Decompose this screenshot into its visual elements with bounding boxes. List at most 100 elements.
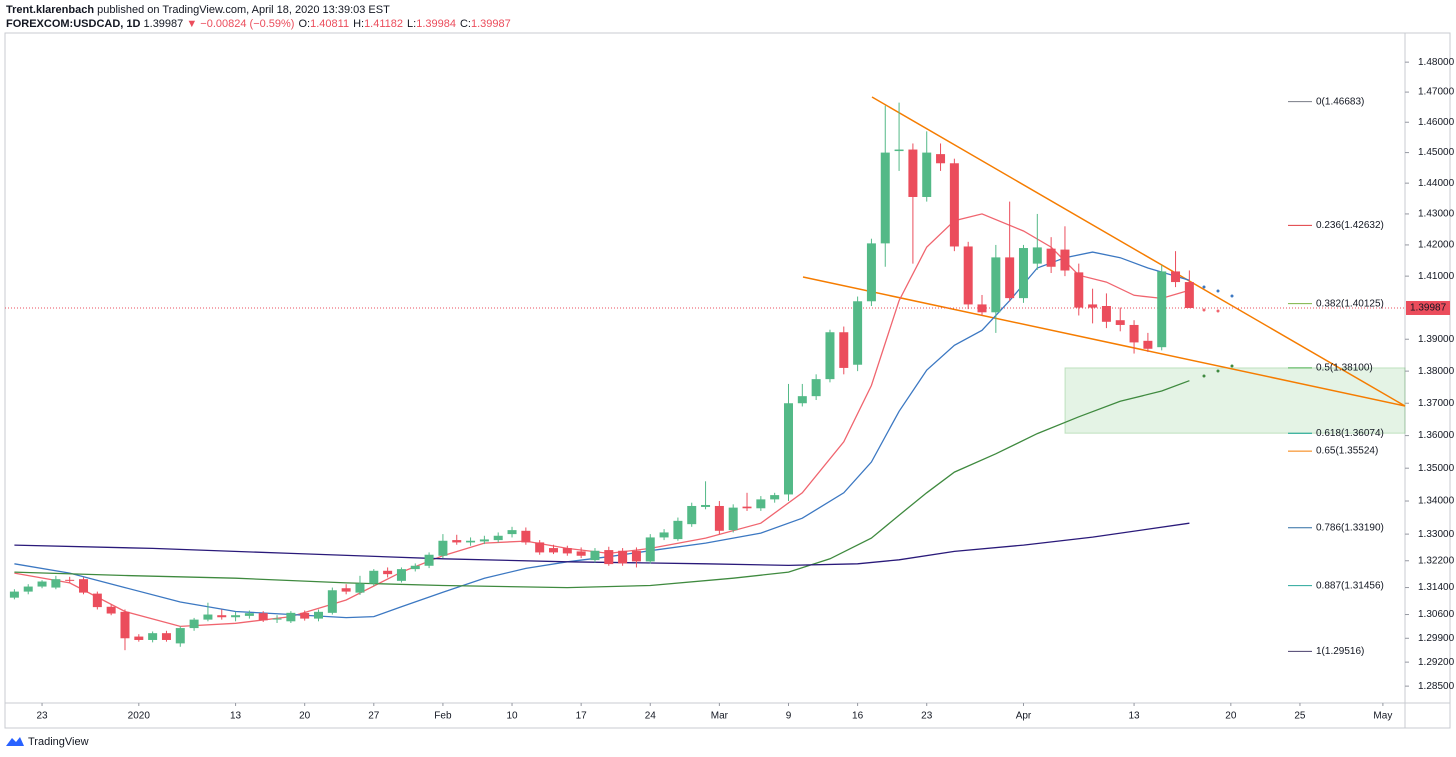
candle-body	[604, 550, 614, 565]
y-tick-label: 1.41000	[1418, 271, 1455, 282]
candle-body	[410, 565, 420, 570]
x-tick-label: 20	[1225, 711, 1237, 722]
publisher: Trent.klarenbach	[6, 4, 95, 16]
y-tick-label: 1.31400	[1418, 582, 1455, 593]
candle-body	[1088, 304, 1098, 308]
fib-label: 0.618(1.36074)	[1316, 428, 1384, 439]
x-tick-label: Apr	[1016, 711, 1032, 722]
y-tick-label: 1.36000	[1418, 430, 1455, 441]
candle-body	[548, 548, 558, 553]
candle-body	[286, 612, 296, 622]
y-tick-label: 1.32200	[1418, 555, 1455, 566]
candle-body	[327, 590, 337, 613]
candle-body	[438, 540, 448, 556]
publish-line: Trent.klarenbach published on TradingVie…	[6, 3, 511, 17]
quote-key: L:	[407, 18, 417, 30]
dot	[1216, 309, 1220, 313]
candle-body	[258, 613, 268, 621]
fib-label: 0.5(1.38100)	[1316, 363, 1373, 374]
quote-key: C:	[459, 18, 471, 30]
candle-body	[742, 506, 752, 509]
candle-body	[908, 149, 918, 197]
quote-value: 1.40811	[310, 18, 350, 30]
candle-body	[1143, 340, 1153, 349]
candle-body	[369, 570, 379, 584]
x-tick-label: 16	[852, 711, 864, 722]
y-tick-label: 1.29200	[1418, 657, 1455, 668]
candle-body	[659, 532, 669, 538]
candle-body	[383, 570, 393, 575]
change: ▼ −0.00824 (−0.59%)	[186, 18, 295, 30]
y-tick-label: 1.45000	[1418, 147, 1455, 158]
candle-body	[244, 613, 254, 616]
candle-body	[521, 530, 531, 543]
x-tick-label: 13	[230, 711, 242, 722]
dot	[1202, 308, 1206, 312]
candle-body	[314, 611, 324, 619]
candle-body	[1157, 271, 1167, 348]
y-tick-label: 1.33000	[1418, 529, 1455, 540]
candle-body	[65, 579, 75, 581]
fib-label: 0.65(1.35524)	[1316, 446, 1378, 457]
candle-body	[590, 550, 600, 561]
quote-key: H:	[353, 18, 365, 30]
candle-body	[535, 542, 545, 553]
dot	[1230, 294, 1234, 298]
candle-body	[79, 579, 89, 593]
candle-body	[1171, 271, 1181, 283]
candle-body	[839, 332, 849, 368]
y-tick-label: 1.37000	[1418, 398, 1455, 409]
candle-body	[825, 332, 835, 380]
last-price-label: 1.39987	[1410, 303, 1447, 314]
candle-body	[507, 530, 517, 535]
candle-body	[92, 593, 102, 608]
candle-body	[880, 152, 890, 244]
candle-body	[120, 611, 130, 639]
candle-body	[231, 615, 241, 618]
logo: TradingView	[6, 736, 89, 748]
fib-label: 0.887(1.31456)	[1316, 580, 1384, 591]
candle-body	[714, 505, 724, 531]
y-tick-label: 1.48000	[1418, 57, 1455, 68]
candle-body	[853, 301, 863, 365]
y-tick-label: 1.44000	[1418, 178, 1455, 189]
header: Trent.klarenbach published on TradingVie…	[6, 3, 511, 31]
y-tick-label: 1.34000	[1418, 496, 1455, 507]
candle-body	[576, 551, 586, 556]
candle-body	[106, 606, 116, 614]
y-tick-label: 1.47000	[1418, 87, 1455, 98]
candle-body	[341, 588, 351, 592]
candle-body	[783, 403, 793, 495]
y-tick-label: 1.35000	[1418, 463, 1455, 474]
frame	[4, 32, 1451, 729]
ma-line	[14, 522, 1190, 567]
x-tick-label: 13	[1129, 711, 1141, 722]
candle-body	[203, 614, 213, 620]
x-tick-label: 23	[36, 711, 48, 722]
y-tick-label: 1.46000	[1418, 117, 1455, 128]
x-tick-label: 17	[576, 711, 588, 722]
candle-body	[175, 628, 185, 644]
fib-zone	[1064, 367, 1406, 434]
quote-value: 1.39984	[416, 18, 456, 30]
y-tick-label: 1.43000	[1418, 209, 1455, 220]
trend-line-upper	[871, 96, 1406, 407]
dot	[1202, 374, 1206, 378]
quote: O:1.40811 H:1.41182 L:1.39984 C:1.39987	[294, 18, 510, 30]
candle-body	[300, 612, 310, 619]
x-tick-label: 27	[368, 711, 380, 722]
candle-body	[687, 505, 697, 525]
candle-body	[189, 619, 199, 629]
candle-body	[1115, 320, 1125, 325]
candle-body	[1032, 247, 1042, 264]
candle-body	[811, 379, 821, 397]
last-price-tag	[1406, 300, 1450, 315]
logo-icon	[6, 737, 24, 746]
y-tick-label: 1.29900	[1418, 633, 1455, 644]
dot	[1216, 369, 1220, 373]
candle-body	[396, 569, 406, 581]
candle-body	[963, 246, 973, 305]
candle-body	[148, 633, 158, 640]
candle-body	[134, 636, 144, 640]
